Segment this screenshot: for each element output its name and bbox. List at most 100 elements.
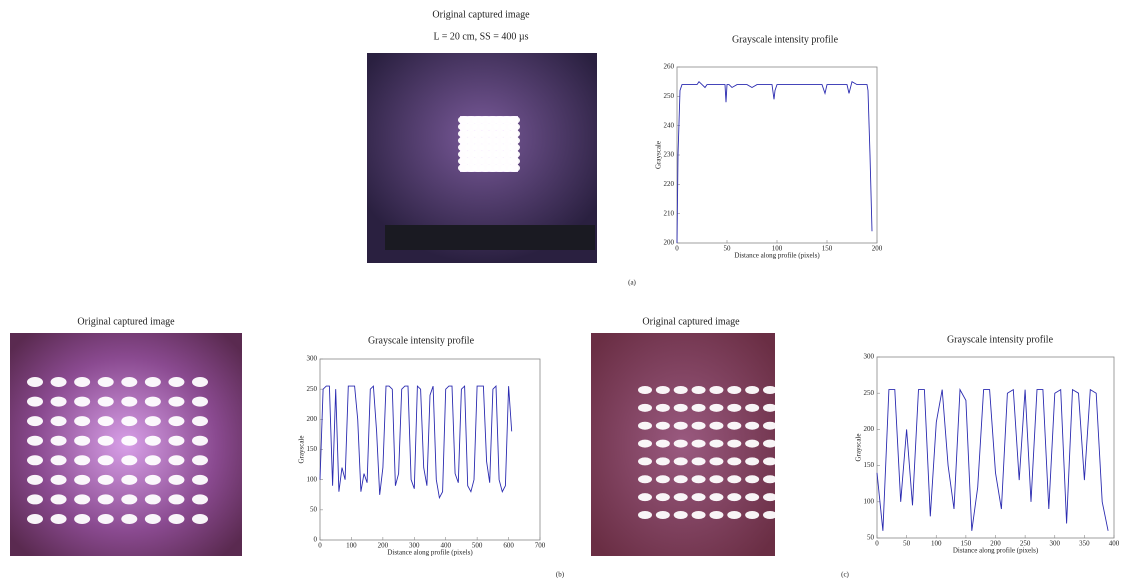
y-tick-label: 300 xyxy=(864,353,875,361)
led-dot xyxy=(727,493,742,502)
y-tick-label: 220 xyxy=(664,180,675,188)
chart-title: Grayscale intensity profile xyxy=(732,34,839,45)
led-dot xyxy=(745,457,760,466)
y-tick-label: 250 xyxy=(864,389,875,397)
led-dot xyxy=(27,416,43,427)
led-dot xyxy=(97,514,114,524)
led-dot xyxy=(168,494,185,505)
led-dot xyxy=(691,421,706,430)
y-tick-label: 210 xyxy=(664,209,675,217)
x-tick-label: 150 xyxy=(822,245,833,253)
x-tick-label: 100 xyxy=(772,245,783,253)
led-dot xyxy=(144,474,161,485)
led-dot xyxy=(691,439,706,448)
led-dot xyxy=(97,416,114,427)
led-dot xyxy=(192,416,208,427)
led-dot xyxy=(745,475,760,484)
led-dot xyxy=(144,377,161,387)
led-dot xyxy=(74,416,91,427)
led-dot xyxy=(192,435,208,446)
led-dot xyxy=(745,403,760,412)
led-dot xyxy=(727,439,742,448)
x-axis-label: Distance along profile (pixels) xyxy=(734,252,820,260)
led-dot xyxy=(27,474,43,485)
led-dot xyxy=(27,435,43,446)
y-tick-label: 150 xyxy=(307,445,318,453)
y-tick-label: 50 xyxy=(310,505,318,513)
led-dot xyxy=(121,396,138,407)
y-tick-label: 200 xyxy=(664,239,675,247)
led-dot xyxy=(121,416,138,427)
led-dot xyxy=(508,143,520,152)
x-axis-label: Distance along profile (pixels) xyxy=(953,547,1039,555)
led-dot xyxy=(727,386,742,394)
led-dot xyxy=(638,421,652,430)
led-dot xyxy=(691,386,706,394)
led-dot xyxy=(745,511,760,519)
x-tick-label: 200 xyxy=(378,542,389,550)
x-tick-label: 350 xyxy=(1079,540,1090,548)
led-dot xyxy=(673,475,688,484)
led-dot xyxy=(673,421,688,430)
led-dot xyxy=(763,457,777,466)
led-dot xyxy=(50,455,67,466)
led-dot xyxy=(709,421,724,430)
led-dot xyxy=(655,457,670,466)
led-dot xyxy=(121,435,138,446)
x-tick-label: 500 xyxy=(472,542,483,550)
led-dot xyxy=(508,157,520,166)
led-dot xyxy=(192,455,208,466)
led-dot xyxy=(673,386,688,394)
led-dot xyxy=(745,493,760,502)
x-tick-label: 150 xyxy=(961,540,972,548)
x-tick-label: 600 xyxy=(503,542,514,550)
y-tick-label: 0 xyxy=(314,536,318,544)
x-tick-label: 0 xyxy=(875,540,879,548)
profile-line xyxy=(676,81,873,244)
led-dot xyxy=(655,475,670,484)
led-dot xyxy=(638,386,652,394)
led-dot xyxy=(709,403,724,412)
led-dot xyxy=(691,457,706,466)
led-dot xyxy=(709,386,724,394)
led-dot xyxy=(727,457,742,466)
led-dot xyxy=(655,403,670,412)
led-dot xyxy=(745,421,760,430)
led-dot xyxy=(691,403,706,412)
led-dot xyxy=(673,439,688,448)
led-dot xyxy=(27,455,43,466)
led-dot xyxy=(763,421,777,430)
x-tick-label: 50 xyxy=(724,245,732,253)
led-dot xyxy=(74,514,91,524)
panel-label: (c) xyxy=(841,571,849,579)
led-dot xyxy=(168,455,185,466)
x-tick-label: 200 xyxy=(990,540,1001,548)
x-axis-label: Distance along profile (pixels) xyxy=(387,549,473,557)
led-dot xyxy=(74,474,91,485)
led-dot xyxy=(97,377,114,387)
led-dot xyxy=(74,377,91,387)
led-dot xyxy=(192,494,208,505)
led-dot xyxy=(745,386,760,394)
led-dot xyxy=(97,474,114,485)
panel-label: (b) xyxy=(556,571,565,579)
led-dot xyxy=(121,514,138,524)
led-dot xyxy=(673,403,688,412)
y-axis-label: Grayscale xyxy=(298,436,306,464)
led-dot xyxy=(508,122,520,131)
led-dot xyxy=(691,511,706,519)
led-dot xyxy=(144,514,161,524)
led-dot xyxy=(27,514,43,524)
y-tick-label: 100 xyxy=(864,497,875,505)
led-dot xyxy=(691,475,706,484)
led-dot xyxy=(50,514,67,524)
led-dot xyxy=(763,475,777,484)
led-dot xyxy=(655,511,670,519)
led-dot xyxy=(50,435,67,446)
led-dot xyxy=(709,457,724,466)
led-dot xyxy=(638,457,652,466)
x-tick-label: 100 xyxy=(346,542,357,550)
led-dot xyxy=(192,377,208,387)
x-tick-label: 400 xyxy=(1109,540,1120,548)
x-tick-label: 250 xyxy=(1020,540,1031,548)
